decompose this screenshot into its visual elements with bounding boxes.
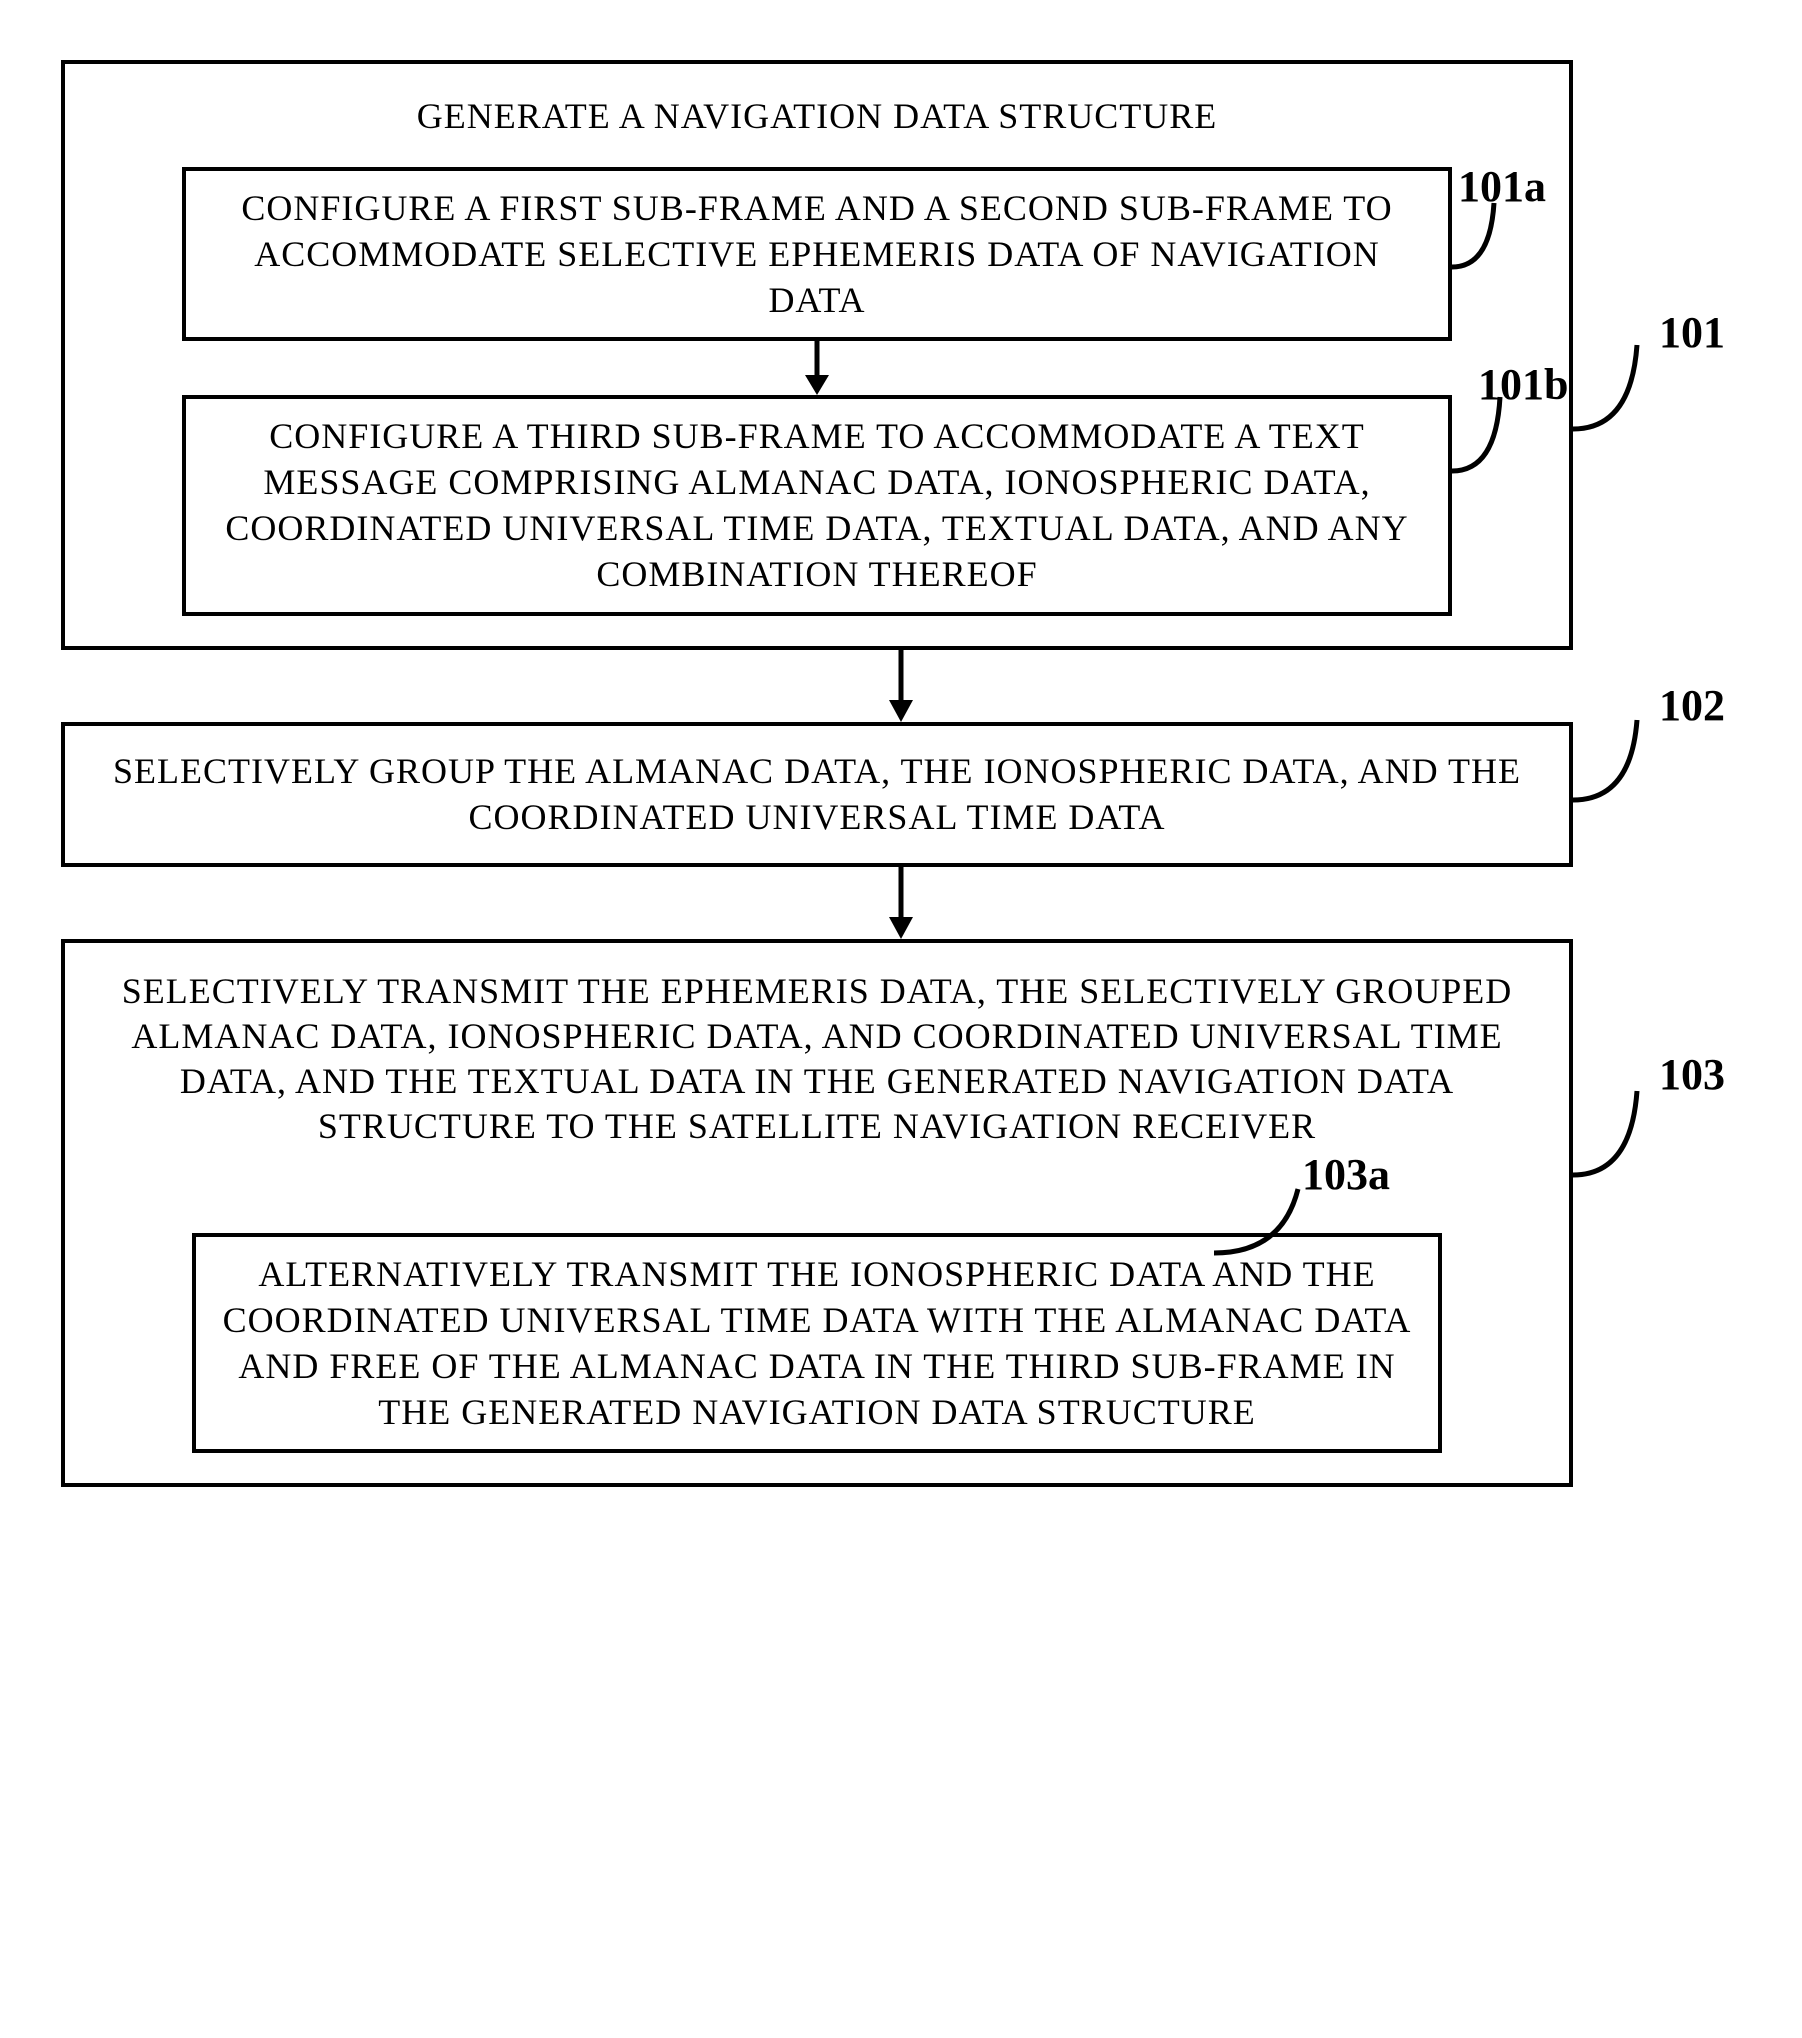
box-103: SELECTIVELY TRANSMIT THE EPHEMERIS DATA,…: [61, 939, 1573, 1487]
box-101a-text: CONFIGURE A FIRST SUB-FRAME AND A SECOND…: [241, 188, 1392, 320]
leader-101: [1571, 343, 1691, 433]
box-103a-text: ALTERNATIVELY TRANSMIT THE IONOSPHERIC D…: [223, 1254, 1412, 1432]
leader-102: [1571, 718, 1691, 804]
box-103a: ALTERNATIVELY TRANSMIT THE IONOSPHERIC D…: [192, 1233, 1442, 1453]
box-103-title: SELECTIVELY TRANSMIT THE EPHEMERIS DATA,…: [95, 969, 1539, 1149]
leader-103: [1571, 1089, 1691, 1179]
leader-101a: [1450, 201, 1540, 271]
box-101a: CONFIGURE A FIRST SUB-FRAME AND A SECOND…: [182, 167, 1452, 341]
arrow-101a-101b: [95, 341, 1539, 395]
flowchart-root: GENERATE A NAVIGATION DATA STRUCTURE CON…: [61, 60, 1741, 1487]
leader-103a: [1212, 1187, 1342, 1257]
box-101: GENERATE A NAVIGATION DATA STRUCTURE CON…: [61, 60, 1573, 650]
leader-101b: [1450, 395, 1550, 475]
box-101-title: GENERATE A NAVIGATION DATA STRUCTURE: [95, 94, 1539, 139]
box-102: SELECTIVELY GROUP THE ALMANAC DATA, THE …: [61, 722, 1573, 868]
arrow-102-103: [61, 867, 1741, 939]
box-101b: CONFIGURE A THIRD SUB-FRAME TO ACCOMMODA…: [182, 395, 1452, 615]
box-101b-text: CONFIGURE A THIRD SUB-FRAME TO ACCOMMODA…: [225, 416, 1408, 594]
arrow-101-102: [61, 650, 1741, 722]
box-102-text: SELECTIVELY GROUP THE ALMANAC DATA, THE …: [113, 751, 1521, 838]
